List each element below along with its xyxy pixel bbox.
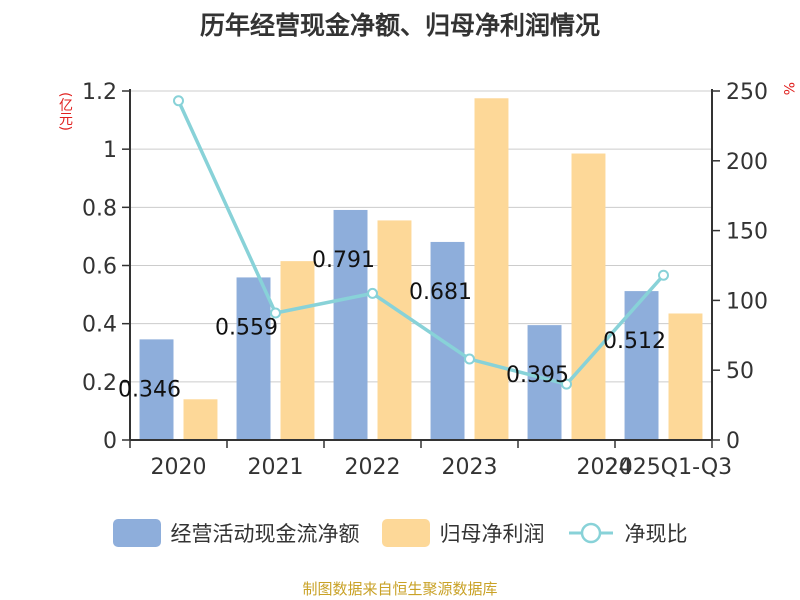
y-left-tick-label: 1.2 <box>82 80 117 105</box>
x-tick-label: 2023 <box>442 455 498 480</box>
y-right-tick-label: 50 <box>726 359 754 384</box>
legend-swatch-ratio <box>568 522 613 544</box>
point-ratio <box>173 95 184 107</box>
legend-swatch-netprofit <box>381 519 430 547</box>
point-ratio <box>561 378 572 390</box>
data-label-cashflow: 0.791 <box>312 248 375 273</box>
legend-label-netprofit: 归母净利润 <box>439 522 545 546</box>
legend-swatch-cashflow <box>112 519 161 547</box>
bar-cashflow <box>624 291 659 440</box>
y-left-tick-label: 0 <box>103 429 117 454</box>
bar-cashflow <box>430 241 465 440</box>
point-ratio <box>464 353 475 365</box>
bar-netprofit <box>377 220 412 440</box>
y-left-tick-label: 1 <box>103 138 117 163</box>
x-tick-label: 2022 <box>345 455 401 480</box>
data-label-cashflow: 0.559 <box>215 315 278 340</box>
point-ratio <box>270 307 281 319</box>
bar-cashflow <box>333 209 368 440</box>
legend-item-netprofit[interactable]: 归母净利润 <box>381 518 545 548</box>
bar-netprofit <box>668 313 703 440</box>
y-right-tick-label: 0 <box>726 429 740 454</box>
source-note: 制图数据来自恒生聚源数据库 <box>302 580 498 598</box>
bar-netprofit <box>183 399 218 440</box>
y-left-tick-label: 0.2 <box>82 371 117 396</box>
y-right-tick-label: 250 <box>726 80 768 105</box>
data-label-cashflow: 0.512 <box>603 329 666 354</box>
y-right-tick-label: 150 <box>726 220 768 245</box>
data-label-cashflow: 0.346 <box>118 377 181 402</box>
y-left-tick-label: 0.4 <box>82 313 117 338</box>
legend-label-ratio: 净现比 <box>624 522 688 546</box>
y-axis-right-label: % <box>780 82 796 96</box>
legend-item-cashflow[interactable]: 经营活动现金流净额 <box>112 518 360 548</box>
bar-netprofit <box>571 153 606 440</box>
data-label-cashflow: 0.395 <box>506 363 569 388</box>
legend-item-ratio[interactable]: 净现比 <box>567 518 688 548</box>
point-ratio <box>367 287 378 299</box>
y-left-tick-label: 0.6 <box>82 255 117 280</box>
x-tick-label: 2024 <box>577 455 633 480</box>
bar-netprofit <box>474 98 509 440</box>
legend-label-cashflow: 经营活动现金流净额 <box>170 522 360 546</box>
legend: 经营活动现金流净额 归母净利润 净现比 <box>0 518 800 548</box>
y-right-tick-label: 200 <box>726 150 768 175</box>
bar-netprofit <box>280 261 315 440</box>
x-tick-label: 2021 <box>248 455 304 480</box>
data-label-cashflow: 0.681 <box>409 280 472 305</box>
x-tick-label: 2020 <box>151 455 207 480</box>
y-axis-left-label: (亿元) <box>57 92 73 131</box>
point-ratio <box>658 269 669 281</box>
chart-title: 历年经营现金净额、归母净利润情况 <box>199 11 600 40</box>
y-left-tick-label: 0.8 <box>82 196 117 221</box>
bar-cashflow <box>236 277 271 440</box>
line-ratio <box>176 100 665 387</box>
x-tick-label: 2025Q1-Q3 <box>605 455 732 480</box>
y-right-tick-label: 100 <box>726 289 768 314</box>
bar-cashflow <box>139 339 174 440</box>
